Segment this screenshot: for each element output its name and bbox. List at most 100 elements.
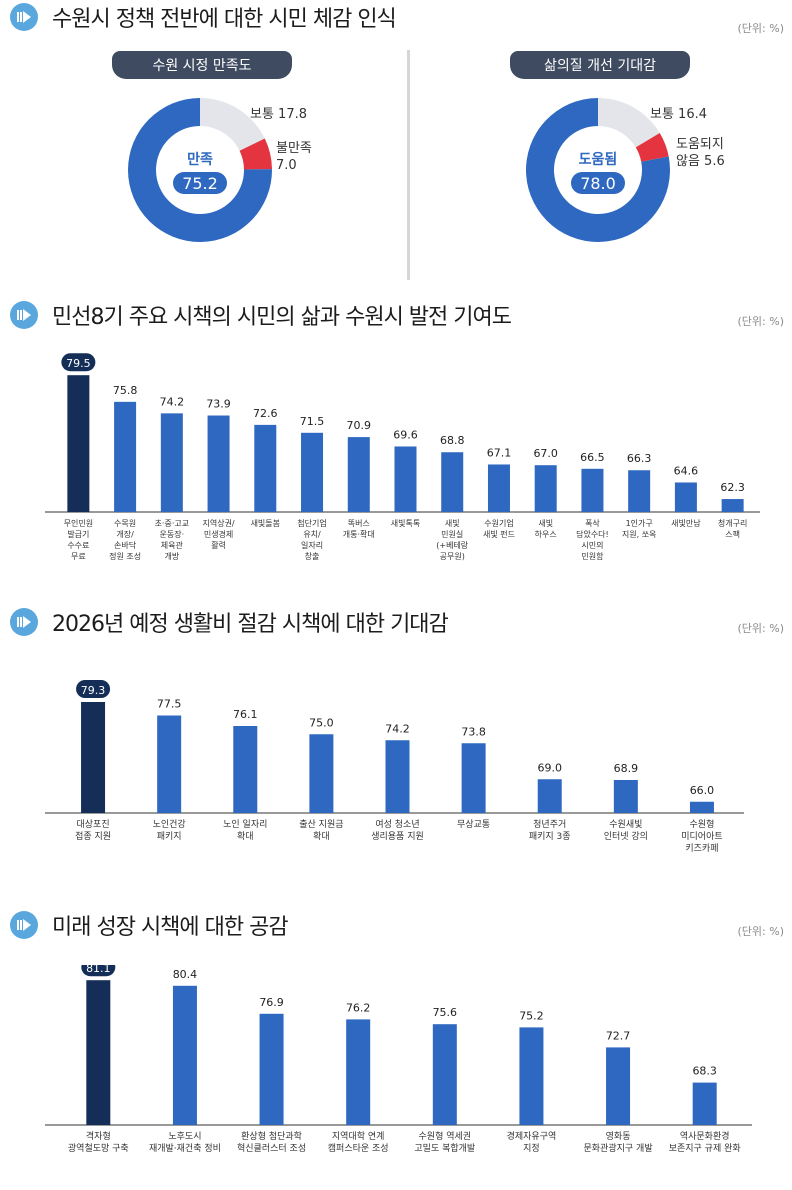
category-label: 일자리 bbox=[301, 541, 323, 550]
category-label: 수원기업 bbox=[484, 519, 513, 528]
category-label: 스팩 bbox=[725, 529, 740, 539]
pie-slice-label: 보통 17.8 bbox=[250, 107, 307, 122]
pie-slice bbox=[598, 98, 660, 148]
category-label: 노후도시 bbox=[168, 1131, 201, 1142]
bar-value-label: 75.6 bbox=[433, 1006, 458, 1019]
category-label: 지정 bbox=[523, 1143, 540, 1154]
category-label: 새빛만남 bbox=[671, 518, 701, 528]
bar-value-label: 66.5 bbox=[580, 451, 605, 464]
bar-value-label: 70.9 bbox=[347, 419, 372, 432]
bar bbox=[114, 401, 137, 512]
bar-value-label: 76.2 bbox=[346, 1001, 371, 1014]
arrow-right-icon bbox=[10, 608, 38, 636]
category-label: 새빛 bbox=[538, 518, 553, 528]
category-label: 인터넷 강의 bbox=[604, 831, 648, 842]
donut-center-value: 75.2 bbox=[182, 174, 218, 193]
bar bbox=[628, 470, 651, 512]
bar bbox=[394, 446, 417, 512]
donut-center-pill bbox=[571, 172, 625, 194]
bar-value-label: 71.5 bbox=[300, 415, 325, 428]
bar-value-label: 64.6 bbox=[674, 464, 699, 477]
bar-value-label: 79.3 bbox=[81, 684, 106, 697]
category-label: 고밀도 복합개발 bbox=[414, 1142, 475, 1154]
bar bbox=[606, 1047, 631, 1125]
bar bbox=[160, 413, 183, 512]
category-label: 하우스 bbox=[535, 529, 557, 539]
category-label: 개방 bbox=[164, 551, 179, 561]
bar bbox=[487, 464, 510, 512]
bar-value-label: 66.0 bbox=[690, 784, 715, 797]
bar-value-label: 79.5 bbox=[66, 357, 91, 370]
donut-center-label: 도움됨 bbox=[579, 152, 618, 168]
category-label: 수원형 역세권 bbox=[419, 1130, 472, 1142]
arrow-right-icon bbox=[10, 911, 38, 939]
bar bbox=[233, 726, 258, 813]
category-label: 패키지 3종 bbox=[529, 831, 571, 842]
donut-center-label: 만족 bbox=[187, 152, 213, 168]
pie-slice bbox=[239, 138, 272, 170]
bar bbox=[689, 801, 714, 813]
bar-value-label: 68.8 bbox=[440, 434, 465, 447]
category-label: (+베테랑 bbox=[436, 540, 469, 550]
pie-slice bbox=[526, 98, 670, 242]
category-label: 격자형 bbox=[86, 1130, 111, 1142]
bar-value-label: 68.9 bbox=[614, 762, 639, 775]
category-label: 혁신클러스터 조성 bbox=[237, 1143, 306, 1154]
section-header-1: 수원시 정책 전반에 대한 시민 체감 인식 bbox=[10, 0, 397, 34]
bar-value-label: 76.1 bbox=[233, 708, 258, 721]
bar-value-badge bbox=[81, 965, 116, 977]
category-label: 지역대학 연계 bbox=[332, 1130, 385, 1142]
unit-label: (단위: %) bbox=[737, 315, 784, 328]
bar-value-label: 66.3 bbox=[627, 452, 652, 465]
donut-center-pill bbox=[173, 172, 227, 194]
donut-charts: 만족 75.2 보통 17.8 불만족 7.0 도움됨 78.0 보통 16.4 도움되지않음 … bbox=[128, 98, 725, 243]
bar-value-label: 67.0 bbox=[533, 447, 558, 460]
category-label: 공무원) bbox=[440, 552, 465, 561]
category-label: 대상포진 bbox=[76, 819, 109, 830]
bar bbox=[721, 499, 744, 512]
bar-value-label: 75.8 bbox=[113, 384, 138, 397]
bar-value-label: 69.6 bbox=[393, 428, 418, 441]
bar bbox=[519, 1027, 544, 1125]
bar bbox=[172, 985, 197, 1125]
section-header-3: 2026년 예정 생활비 절감 시책에 대한 기대감 bbox=[10, 605, 449, 639]
bar-value-label: 74.2 bbox=[160, 395, 185, 408]
section-title: 수원시 정책 전반에 대한 시민 체감 인식 bbox=[52, 7, 397, 32]
category-label: 무상교통 bbox=[457, 819, 490, 830]
category-label: 수수료 bbox=[67, 541, 89, 550]
category-label: 민생경제 bbox=[204, 529, 233, 539]
bar-value-label: 77.5 bbox=[157, 698, 182, 711]
unit-label: (단위: %) bbox=[737, 925, 784, 938]
pie-slice-label: 7.0 bbox=[276, 158, 297, 173]
category-label: 키즈카페 bbox=[685, 843, 718, 854]
category-label: 접종 지원 bbox=[75, 830, 111, 842]
bar-value-label: 80.4 bbox=[173, 968, 198, 981]
category-label: 시민의 bbox=[581, 540, 603, 550]
donut-title-pill: 삶의질 개선 기대감 bbox=[510, 51, 690, 79]
category-label: 똑버스 bbox=[348, 518, 370, 528]
category-label: 확대 bbox=[313, 830, 330, 842]
category-label: 생리용품 지원 bbox=[371, 831, 424, 842]
category-label: 민원함 bbox=[581, 551, 604, 561]
section-divider bbox=[407, 50, 410, 280]
pie-slice bbox=[635, 132, 669, 162]
category-label: 무료 bbox=[71, 552, 86, 561]
category-label: 첨단기업 bbox=[297, 518, 326, 528]
category-label: 새빛톡톡 bbox=[391, 518, 420, 528]
category-label: 지역상권/ bbox=[202, 518, 234, 528]
bar-value-label: 67.1 bbox=[487, 446, 512, 459]
bar bbox=[309, 734, 334, 813]
category-label: 수원형 bbox=[690, 819, 715, 830]
category-label: 경제자유구역 bbox=[507, 1130, 557, 1142]
bar bbox=[157, 715, 182, 813]
category-label: 노인건강 bbox=[153, 819, 186, 830]
category-label: 광역철도망 구축 bbox=[68, 1142, 129, 1154]
category-label: 담았수다! bbox=[576, 529, 609, 539]
category-label: 문화관광지구 개발 bbox=[584, 1142, 653, 1154]
section-header-2: 민선8기 주요 시책의 시민의 삶과 수원시 발전 기여도 bbox=[10, 298, 512, 332]
category-label: 체육관 bbox=[161, 540, 184, 550]
category-label: 미디어아트 bbox=[681, 831, 722, 842]
bar-value-label: 75.2 bbox=[519, 1009, 544, 1022]
pie-slice-label: 않음 5.6 bbox=[676, 154, 725, 169]
